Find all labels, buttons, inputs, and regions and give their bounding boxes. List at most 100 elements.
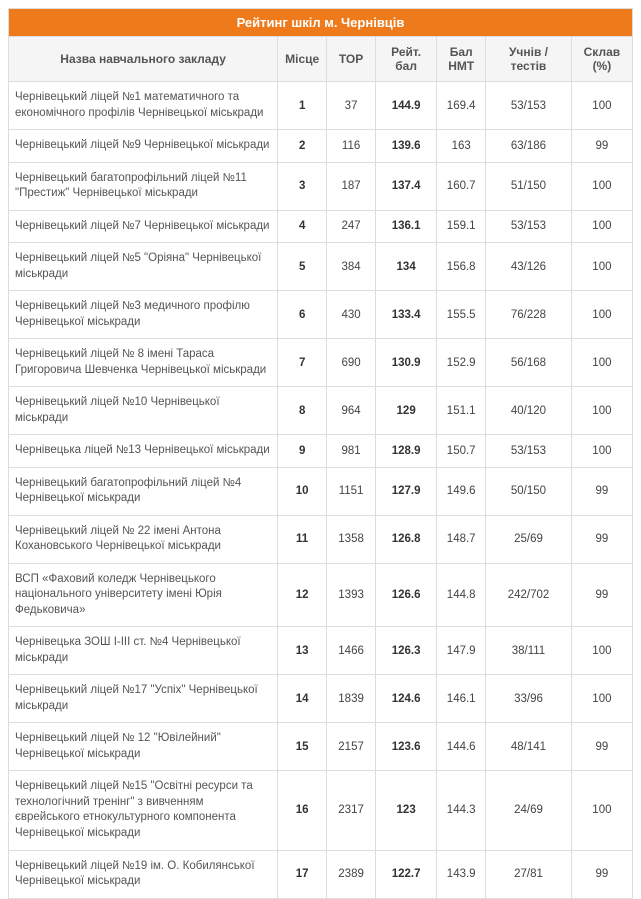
cell-score: 134 [376,243,437,291]
col-nmt: Бал НМТ [437,37,486,82]
table-title: Рейтинг шкіл м. Чернівців [8,8,633,36]
cell-nmt: 156.8 [437,243,486,291]
table-row: Чернівецький ліцей №5 "Оріяна" Чернівець… [9,243,633,291]
cell-name: ВСП «Фаховий коледж Чернівецького націон… [9,563,278,627]
cell-place: 14 [278,675,327,723]
table-row: Чернівецький багатопрофільний ліцей №4 Ч… [9,467,633,515]
cell-pass: 99 [571,723,632,771]
cell-name: Чернівецький ліцей № 8 імені Тараса Григ… [9,339,278,387]
table-row: Чернівецький ліцей №7 Чернівецької міськ… [9,210,633,243]
cell-place: 6 [278,291,327,339]
cell-tests: 56/168 [486,339,572,387]
table-row: Чернівецький ліцей №17 "Успіх" Чернівець… [9,675,633,723]
cell-tests: 38/111 [486,627,572,675]
table-row: Чернівецький ліцей № 22 імені Антона Кох… [9,515,633,563]
table-row: Чернівецький ліцей № 8 імені Тараса Григ… [9,339,633,387]
cell-name: Чернівецький ліцей №5 "Оріяна" Чернівець… [9,243,278,291]
cell-top: 384 [327,243,376,291]
cell-pass: 100 [571,82,632,130]
cell-top: 430 [327,291,376,339]
cell-top: 247 [327,210,376,243]
cell-top: 690 [327,339,376,387]
cell-nmt: 159.1 [437,210,486,243]
col-pass: Склав (%) [571,37,632,82]
cell-place: 15 [278,723,327,771]
cell-nmt: 155.5 [437,291,486,339]
cell-top: 187 [327,162,376,210]
cell-top: 2157 [327,723,376,771]
cell-pass: 100 [571,771,632,850]
cell-place: 16 [278,771,327,850]
cell-score: 139.6 [376,130,437,163]
header-row: Назва навчального закладу Місце ТОР Рейт… [9,37,633,82]
cell-name: Чернівецька ліцей №13 Чернівецької міськ… [9,435,278,468]
cell-nmt: 144.3 [437,771,486,850]
cell-nmt: 151.1 [437,387,486,435]
table-row: Чернівецький ліцей №19 ім. О. Кобилянськ… [9,850,633,898]
cell-pass: 100 [571,627,632,675]
cell-pass: 99 [571,467,632,515]
cell-score: 126.6 [376,563,437,627]
table-row: Чернівецька ЗОШ І-ІІІ ст. №4 Чернівецько… [9,627,633,675]
cell-name: Чернівецький ліцей № 22 імені Антона Кох… [9,515,278,563]
cell-place: 13 [278,627,327,675]
cell-place: 1 [278,82,327,130]
cell-top: 2389 [327,850,376,898]
cell-tests: 53/153 [486,435,572,468]
cell-nmt: 143.9 [437,850,486,898]
cell-tests: 40/120 [486,387,572,435]
cell-tests: 24/69 [486,771,572,850]
cell-tests: 25/69 [486,515,572,563]
cell-score: 136.1 [376,210,437,243]
cell-score: 133.4 [376,291,437,339]
cell-tests: 48/141 [486,723,572,771]
col-place: Місце [278,37,327,82]
cell-top: 1151 [327,467,376,515]
table-row: Чернівецький ліцей № 12 "Ювілейний" Черн… [9,723,633,771]
cell-name: Чернівецький ліцей № 12 "Ювілейний" Черн… [9,723,278,771]
cell-top: 1839 [327,675,376,723]
cell-nmt: 144.8 [437,563,486,627]
cell-name: Чернівецький ліцей №7 Чернівецької міськ… [9,210,278,243]
cell-top: 1358 [327,515,376,563]
cell-tests: 76/228 [486,291,572,339]
cell-nmt: 148.7 [437,515,486,563]
cell-score: 130.9 [376,339,437,387]
cell-name: Чернівецький ліцей №9 Чернівецької міськ… [9,130,278,163]
cell-score: 128.9 [376,435,437,468]
cell-tests: 33/96 [486,675,572,723]
cell-nmt: 163 [437,130,486,163]
cell-name: Чернівецький ліцей №10 Чернівецької місь… [9,387,278,435]
cell-tests: 27/81 [486,850,572,898]
cell-top: 1466 [327,627,376,675]
cell-place: 12 [278,563,327,627]
cell-name: Чернівецький ліцей №15 "Освітні ресурси … [9,771,278,850]
cell-pass: 100 [571,675,632,723]
cell-pass: 99 [571,850,632,898]
cell-name: Чернівецький багатопрофільний ліцей №4 Ч… [9,467,278,515]
cell-score: 127.9 [376,467,437,515]
cell-top: 981 [327,435,376,468]
cell-top: 2317 [327,771,376,850]
cell-top: 37 [327,82,376,130]
cell-nmt: 146.1 [437,675,486,723]
cell-name: Чернівецький ліцей №1 математичного та е… [9,82,278,130]
cell-pass: 100 [571,387,632,435]
table-row: ВСП «Фаховий коледж Чернівецького націон… [9,563,633,627]
cell-top: 116 [327,130,376,163]
cell-place: 2 [278,130,327,163]
cell-place: 9 [278,435,327,468]
cell-nmt: 149.6 [437,467,486,515]
cell-place: 4 [278,210,327,243]
cell-nmt: 144.6 [437,723,486,771]
cell-pass: 100 [571,243,632,291]
cell-tests: 43/126 [486,243,572,291]
col-name: Назва навчального закладу [9,37,278,82]
cell-pass: 100 [571,210,632,243]
cell-place: 17 [278,850,327,898]
cell-tests: 51/150 [486,162,572,210]
cell-tests: 53/153 [486,210,572,243]
cell-pass: 100 [571,162,632,210]
cell-pass: 100 [571,291,632,339]
cell-place: 7 [278,339,327,387]
